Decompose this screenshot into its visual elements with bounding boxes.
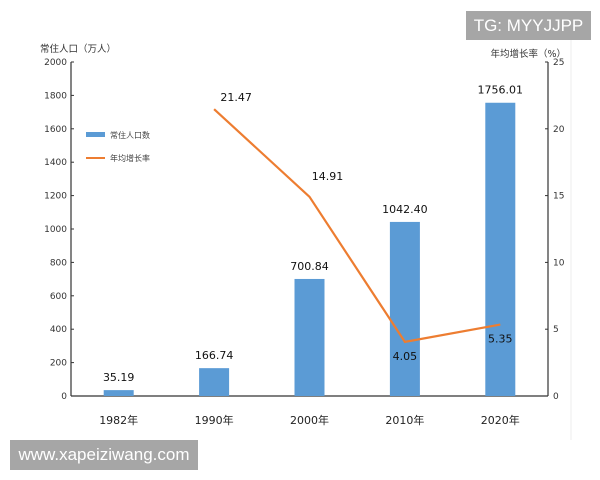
- x-tick-label: 2020年: [481, 413, 520, 427]
- y-tick-label: 1000: [44, 225, 67, 235]
- legend-bar-label: 常住人口数: [110, 130, 150, 140]
- y-tick-label: 2000: [44, 58, 67, 68]
- y-tick-label: 200: [50, 359, 67, 369]
- growth-rate-line: [213, 108, 501, 344]
- bar: [485, 102, 516, 396]
- y2-axis-title: 年均增长率（%）: [490, 48, 566, 60]
- bar-data-label: 166.74: [195, 349, 234, 362]
- y-tick-label: 1600: [44, 125, 67, 135]
- bar: [294, 278, 325, 396]
- legend-bar-swatch: [86, 132, 105, 137]
- bar: [389, 221, 420, 396]
- bar: [103, 390, 134, 396]
- y-tick-label: 1200: [44, 192, 67, 202]
- y-tick-label: 400: [50, 325, 67, 335]
- line-data-label: 21.47: [220, 91, 252, 104]
- x-tick-label: 2010年: [385, 413, 424, 427]
- x-tick-label: 2000年: [290, 413, 329, 427]
- x-tick-label: 1982年: [99, 413, 138, 427]
- y-tick-label: 800: [50, 258, 67, 268]
- bar-data-label: 1756.01: [478, 84, 524, 97]
- y-tick-label: 1800: [44, 91, 67, 101]
- y2-tick-label: 20: [553, 125, 565, 135]
- legend: 常住人口数 年均增长率: [86, 130, 150, 163]
- y-axis-title: 常住人口（万人）: [40, 43, 116, 55]
- y2-tick-label: 15: [553, 192, 564, 202]
- bar-data-label: 700.84: [290, 260, 329, 273]
- y2-tick-label: 10: [553, 258, 565, 268]
- line-data-label: 5.35: [488, 333, 513, 346]
- line-data-label: 4.05: [393, 350, 418, 363]
- bar-data-label: 1042.40: [382, 203, 428, 216]
- y2-tick-label: 25: [553, 58, 564, 68]
- watermark-site: www.xapeiziwang.com: [10, 440, 198, 470]
- y-tick-label: 1400: [44, 158, 67, 168]
- y2-tick-label: 5: [553, 325, 559, 335]
- y-tick-label: 600: [50, 292, 67, 302]
- y2-tick-label: 0: [553, 392, 559, 402]
- line-data-label: 14.91: [312, 170, 344, 183]
- y-tick-label: 0: [61, 392, 67, 402]
- x-tick-label: 1990年: [195, 413, 234, 427]
- bar-data-label: 35.19: [103, 371, 135, 384]
- bar: [199, 368, 230, 396]
- legend-line-label: 年均增长率: [110, 153, 150, 163]
- watermark-tg: TG: MYYJJPP: [466, 11, 591, 40]
